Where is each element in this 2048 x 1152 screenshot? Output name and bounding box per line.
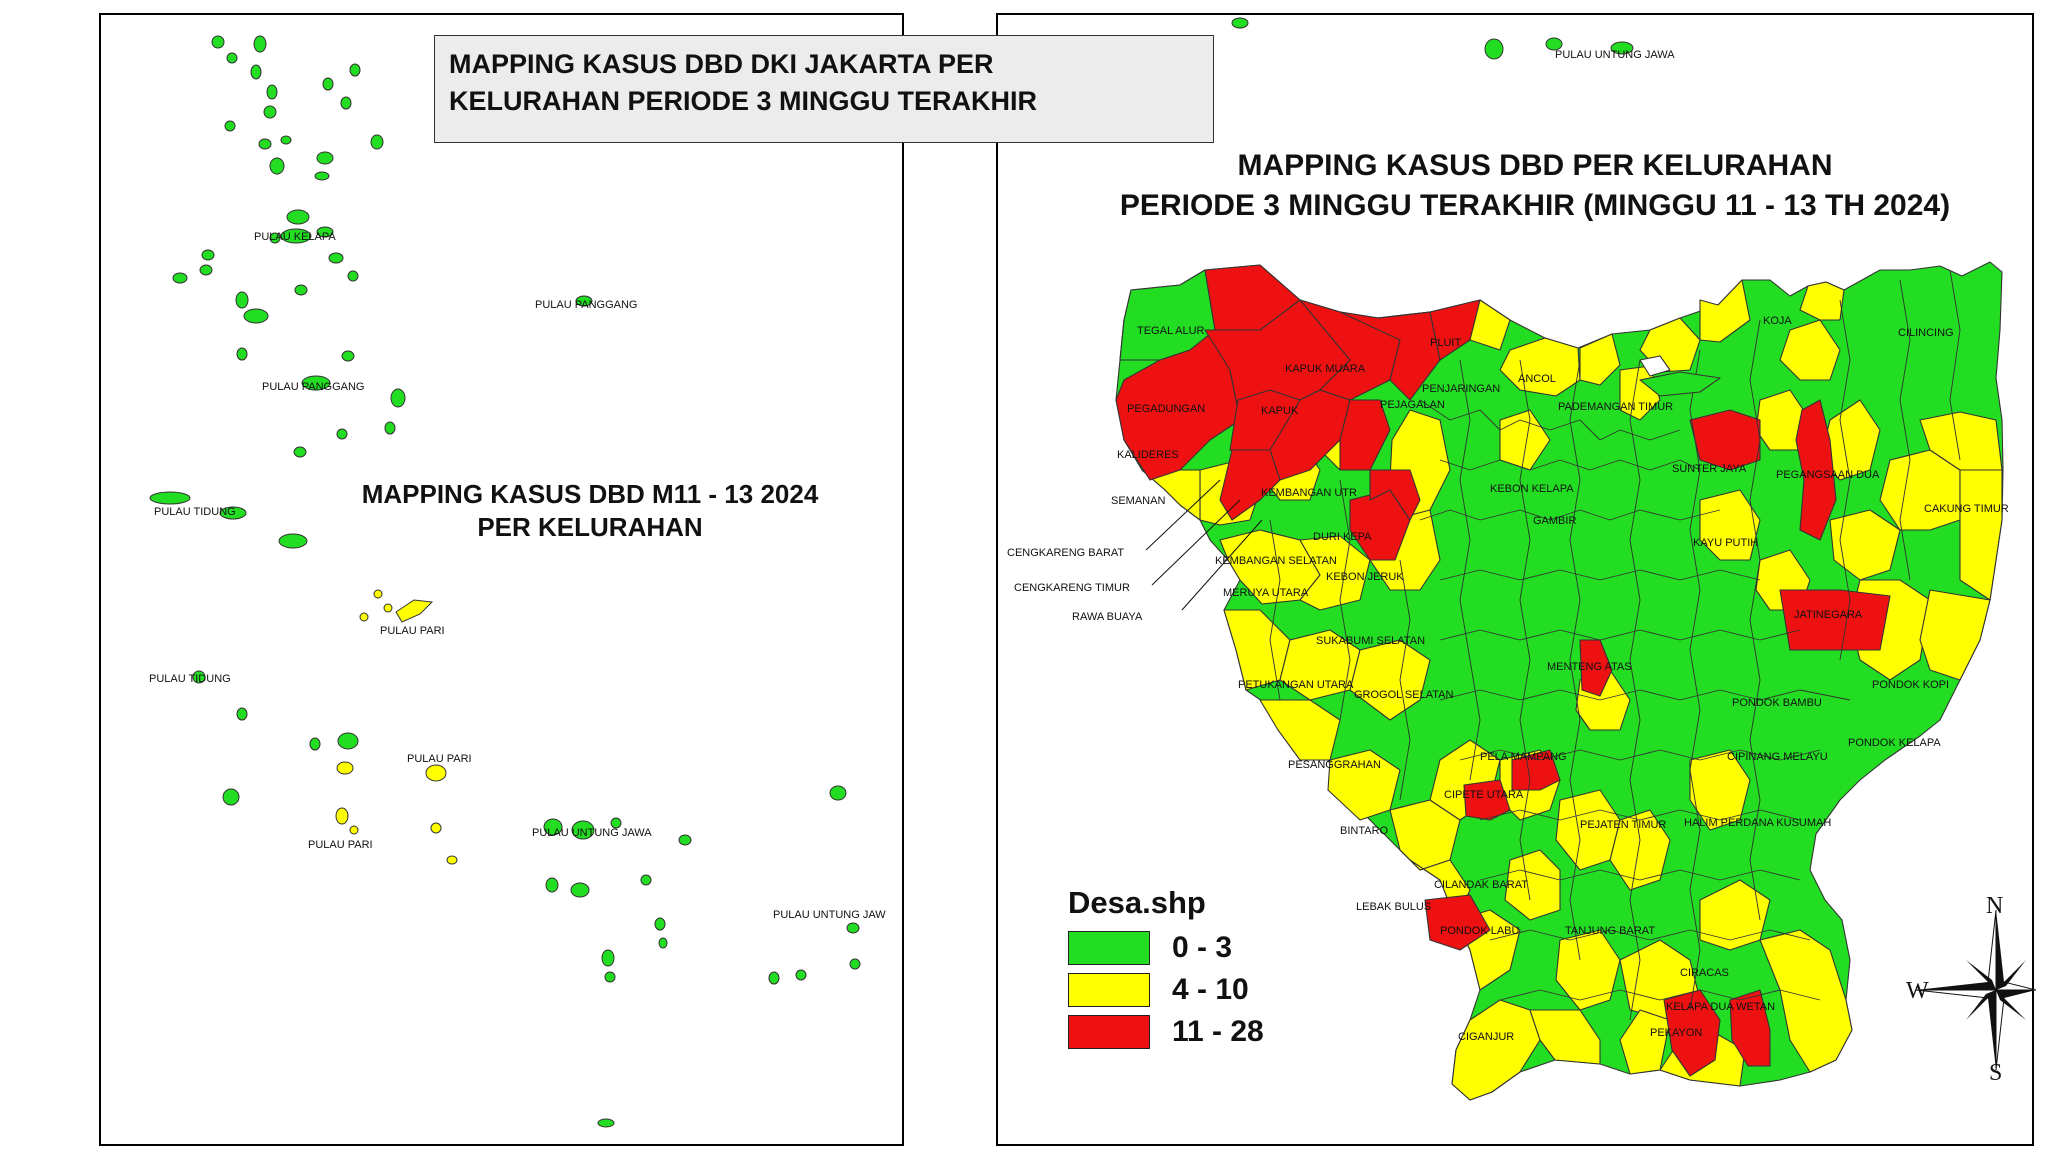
island-label: PULAU TIDUNG <box>149 673 231 685</box>
legend-item-label: 4 - 10 <box>1172 973 1249 1006</box>
kelurahan-label: PELA MAMPANG <box>1480 751 1567 763</box>
legend-item: 11 - 28 <box>1068 1011 1264 1053</box>
kelurahan-label: GROGOL SELATAN <box>1354 689 1453 701</box>
island-label: PULAU PANGGANG <box>262 381 365 393</box>
kelurahan-label: LEBAK BULUS <box>1356 901 1431 913</box>
kelurahan-label: PEGADUNGAN <box>1127 403 1205 415</box>
kelurahan-label: DURI KEPA <box>1313 531 1372 543</box>
compass-south-label: S <box>1989 1060 2003 1086</box>
legend-swatch-yellow <box>1068 973 1150 1007</box>
kelurahan-label: PESANGGRAHAN <box>1288 759 1381 771</box>
kelurahan-label: PLUIT <box>1430 337 1461 349</box>
kelurahan-label: KEMBANGAN UTR <box>1261 487 1357 499</box>
kelurahan-label: PEKAYON <box>1650 1027 1702 1039</box>
right-top-islands <box>1231 17 1634 60</box>
kelurahan-label: MENTENG ATAS <box>1547 661 1632 673</box>
left-map-frame <box>99 13 904 1146</box>
kelurahan-label: TANJUNG BARAT <box>1565 925 1655 937</box>
kelurahan-label: PONDOK LABU <box>1440 925 1520 937</box>
kelurahan-label: CIPETE UTARA <box>1444 789 1524 801</box>
kelurahan-label: KALIDERES <box>1117 449 1179 461</box>
legend-swatch-red <box>1068 1015 1150 1049</box>
jakarta-mainland <box>1115 261 2004 1101</box>
kelurahan-label: CILINCING <box>1898 327 1954 339</box>
kelurahan-label: KAYU PUTIH <box>1693 537 1758 549</box>
legend-item: 4 - 10 <box>1068 969 1264 1011</box>
legend-title: Desa.shp <box>1068 885 1206 920</box>
kelurahan-label: CIGANJUR <box>1458 1031 1514 1043</box>
map-legend: Desa.shp 0 - 3 4 - 10 11 - 28 <box>1068 885 1264 1053</box>
kelurahan-label: HALIM PERDANA KUSUMAH <box>1684 817 1831 829</box>
kelurahan-label: PONDOK BAMBU <box>1732 697 1822 709</box>
kelurahan-label: PEJATEN TIMUR <box>1580 819 1666 831</box>
kelurahan-label: KOJA <box>1763 315 1792 327</box>
right-title-line-1: MAPPING KASUS DBD PER KELURAHAN <box>1237 149 1833 182</box>
right-map-title: MAPPING KASUS DBD PER KELURAHAN PERIODE … <box>1040 146 2030 226</box>
kelurahan-label: PENJARINGAN <box>1422 383 1500 395</box>
callout-label: RAWA BUAYA <box>1072 611 1143 623</box>
island-label: PULAU PARI <box>380 625 445 637</box>
kelurahan-label: ANCOL <box>1518 373 1556 385</box>
map-title-line-2: KELURAHAN PERIODE 3 MINGGU TERAKHIR <box>449 86 1038 116</box>
legend-item-label: 11 - 28 <box>1172 1015 1264 1048</box>
left-subtitle-line-1: MAPPING KASUS DBD M11 - 13 2024 <box>361 479 819 509</box>
island-label: PULAU KELAPA <box>254 231 336 243</box>
kelurahan-label: PONDOK KELAPA <box>1848 737 1941 749</box>
left-island-labels: PULAU KELAPA PULAU PANGGANG PULAU PANGGA… <box>149 231 886 921</box>
kelurahan-label: KEMBANGAN SELATAN <box>1215 555 1337 567</box>
kelurahan-label: CAKUNG TIMUR <box>1924 503 2009 515</box>
compass-west-label: W <box>1906 978 1929 1004</box>
island-label: PULAU UNTUNG JAWA <box>1555 49 1675 61</box>
kelurahan-label: KELAPA DUA WETAN <box>1666 1001 1775 1013</box>
kelurahan-label: KAPUK <box>1261 405 1299 417</box>
kelurahan-label: GAMBIR <box>1533 515 1576 527</box>
kelurahan-label: PETUKANGAN UTARA <box>1238 679 1354 691</box>
kelurahan-label: CILANDAK BARAT <box>1434 879 1528 891</box>
island-label: PULAU UNTUNG JAW <box>773 909 886 921</box>
kelurahan-label: CIPINANG MELAYU <box>1727 751 1828 763</box>
compass-rose-icon <box>1915 909 2037 1071</box>
kelurahan-label: SUKABUMI SELATAN <box>1316 635 1425 647</box>
kelurahan-label: KAPUK MUARA <box>1285 363 1366 375</box>
island-label: PULAU UNTUNG JAWA <box>532 827 652 839</box>
kelurahan-label: PADEMANGAN TIMUR <box>1558 401 1673 413</box>
left-islands <box>149 35 861 1128</box>
legend-item: 0 - 3 <box>1068 927 1264 969</box>
kelurahan-labels: TEGAL ALUR KAPUK MUARA PLUIT PENJARINGAN… <box>1007 315 2009 1043</box>
callout-label: CENGKARENG TIMUR <box>1014 582 1130 594</box>
island-label: PULAU PARI <box>407 753 472 765</box>
map-title-box: MAPPING KASUS DBD DKI JAKARTA PER KELURA… <box>434 35 1214 143</box>
kelurahan-label: TEGAL ALUR <box>1137 325 1205 337</box>
kelurahan-label: JATINEGARA <box>1794 609 1863 621</box>
island-label: PULAU TIDUNG <box>154 506 236 518</box>
legend-swatch-green <box>1068 931 1150 965</box>
kelurahan-label: PEJAGALAN <box>1380 399 1445 411</box>
compass-north-label: N <box>1986 893 2004 919</box>
left-subtitle-line-2: PER KELURAHAN <box>477 512 703 542</box>
legend-item-label: 0 - 3 <box>1172 931 1233 964</box>
kelurahan-label: SUNTER JAYA <box>1672 463 1747 475</box>
kelurahan-label: PONDOK KOPI <box>1872 679 1949 691</box>
kelurahan-label: MERUYA UTARA <box>1223 587 1309 599</box>
left-islands-yellow <box>335 589 458 865</box>
kelurahan-label: BINTARO <box>1340 825 1389 837</box>
kelurahan-label: CIRACAS <box>1680 967 1729 979</box>
callout-label: CENGKARENG BARAT <box>1007 547 1124 559</box>
kelurahan-label: PEGANGSAAN DUA <box>1776 469 1880 481</box>
kelurahan-label: KEBON JERUK <box>1326 571 1404 583</box>
island-label: PULAU PARI <box>308 839 373 851</box>
left-map-subtitle: MAPPING KASUS DBD M11 - 13 2024 PER KELU… <box>300 478 880 544</box>
island-label: PULAU PANGGANG <box>535 299 638 311</box>
callout-lines <box>1145 479 1263 611</box>
kelurahan-label: SEMANAN <box>1111 495 1165 507</box>
map-title-line-1: MAPPING KASUS DBD DKI JAKARTA PER <box>449 49 994 79</box>
kelurahan-label: KEBON KELAPA <box>1490 483 1574 495</box>
right-title-line-2: PERIODE 3 MINGGU TERAKHIR (MINGGU 11 - 1… <box>1119 189 1951 222</box>
